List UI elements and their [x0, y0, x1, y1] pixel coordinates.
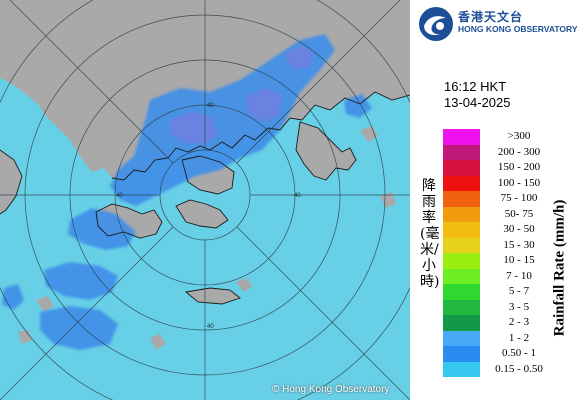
- land-hk-island: [176, 200, 228, 228]
- info-panel: 香港天文台 HONG KONG OBSERVATORY 16:12 HKT 13…: [410, 0, 577, 400]
- radar-map: 40 40 40 40 © Hong Kong Observatory: [0, 0, 410, 400]
- land-east-headland: [296, 122, 356, 180]
- rain-band-north: [110, 34, 335, 206]
- legend-swatch: [443, 346, 480, 362]
- radial-ne: [236, 0, 401, 164]
- legend-swatch: [443, 315, 480, 331]
- radial-nw: [9, 0, 174, 164]
- legend-swatch: [443, 129, 480, 145]
- legend-swatch: [443, 284, 480, 300]
- legend-range-label: 3 - 5: [508, 300, 530, 313]
- radar-image: 40 40 40 40: [0, 0, 410, 400]
- legend-range-label: 1 - 2: [508, 331, 530, 344]
- copyright-text: © Hong Kong Observatory: [272, 384, 390, 395]
- range-ring-labels: 40 40 40 40: [116, 103, 301, 330]
- legend-range-label: 150 - 200: [497, 161, 541, 173]
- legend-swatch: [443, 206, 480, 222]
- legend-range-label: 0.50 - 1: [502, 347, 536, 359]
- legend-range-label: 10 - 15: [503, 254, 535, 266]
- rain-cell-moderate-3: [284, 46, 314, 70]
- radial-se: [236, 226, 410, 400]
- rain-band-west: [68, 208, 136, 250]
- range-label: 40: [294, 193, 301, 199]
- legend-swatch: [443, 191, 480, 207]
- legend-range-label: 75 - 100: [500, 192, 538, 204]
- legend-range-label: 30 - 50: [503, 223, 535, 235]
- legend-range-label: 7 - 10: [506, 269, 532, 282]
- land-islet-south-3: [150, 334, 166, 350]
- legend-range-label: 0.15 - 0.50: [495, 362, 543, 375]
- legend-swatch: [443, 361, 480, 377]
- legend-swatch: [443, 268, 480, 284]
- land-islet-east: [380, 192, 396, 208]
- organisation-name-en: HONG KONG OBSERVATORY: [458, 24, 577, 34]
- legend-swatch: [443, 253, 480, 269]
- land-islet-south-2: [236, 278, 252, 292]
- observatory-logo-icon: [419, 7, 453, 41]
- rain-cell-sw-1: [44, 262, 118, 300]
- land-islet-south-1: [186, 288, 240, 304]
- land-islet-west-1: [36, 296, 54, 312]
- rain-cell-moderate-1: [170, 112, 218, 144]
- range-label: 40: [207, 103, 214, 109]
- legend-range-label: 200 - 300: [497, 145, 541, 158]
- legend-range-label: 5 - 7: [508, 285, 530, 297]
- range-label: 40: [116, 193, 123, 199]
- coastlines: [0, 91, 410, 305]
- range-rings: [0, 0, 410, 400]
- land-islet-ne: [360, 126, 378, 142]
- legend-swatch: [443, 237, 480, 253]
- range-label: 40: [207, 324, 214, 330]
- legend-range-label: >300: [507, 130, 531, 142]
- legend-swatch: [443, 175, 480, 191]
- rain-cell-sw-2: [40, 306, 118, 350]
- radial-sw: [0, 226, 174, 400]
- land-islet-west-2: [18, 330, 32, 344]
- legend-range-label: 100 - 150: [497, 176, 541, 189]
- legend-title-en: Rainfall Rate (mm/h): [551, 199, 568, 337]
- observation-time: 16:12 HKT: [444, 79, 507, 94]
- organisation-name-cn: 香港天文台: [458, 10, 524, 24]
- legend-range-label: 15 - 30: [503, 238, 535, 251]
- legend-range-label: 2 - 3: [508, 316, 530, 328]
- legend-title-cn: 降雨率(毫米/小時): [420, 178, 440, 290]
- legend-swatch: [443, 144, 480, 160]
- legend-range-label: 50- 75: [504, 207, 534, 220]
- legend-swatch: [443, 160, 480, 176]
- legend-swatch: [443, 299, 480, 315]
- rain-cell-moderate-2: [246, 88, 282, 122]
- observation-date: 13-04-2025: [444, 95, 511, 110]
- legend-swatch: [443, 222, 480, 238]
- legend-swatch: [443, 330, 480, 346]
